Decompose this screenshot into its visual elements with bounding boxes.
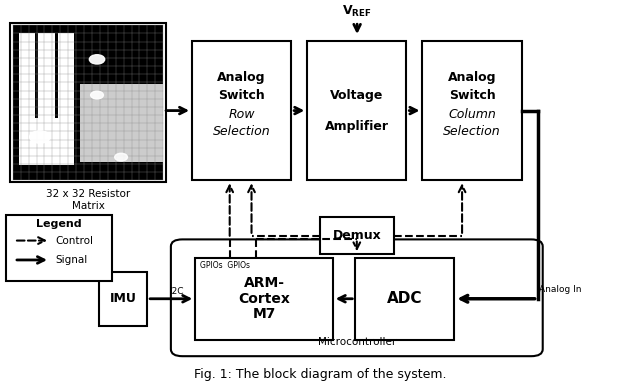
Text: I2C: I2C xyxy=(169,287,183,296)
Circle shape xyxy=(90,55,105,64)
Circle shape xyxy=(91,91,104,99)
Text: $\mathbf{V_{REF}}$: $\mathbf{V_{REF}}$ xyxy=(342,4,372,19)
Bar xyxy=(19,118,74,165)
Text: M7: M7 xyxy=(252,307,276,321)
Text: ARM-: ARM- xyxy=(243,276,285,290)
Text: Amplifier: Amplifier xyxy=(325,120,389,133)
Text: Selection: Selection xyxy=(443,125,501,139)
Bar xyxy=(13,25,163,180)
Bar xyxy=(99,272,147,326)
Text: Legend: Legend xyxy=(36,219,82,229)
Bar xyxy=(19,33,35,126)
Bar xyxy=(38,33,55,126)
Text: Row: Row xyxy=(228,108,255,121)
Text: Demux: Demux xyxy=(332,229,381,242)
Bar xyxy=(10,23,166,182)
Bar xyxy=(58,33,74,126)
Text: Control: Control xyxy=(55,236,93,246)
Bar xyxy=(320,217,394,254)
Text: Matrix: Matrix xyxy=(72,201,104,211)
Circle shape xyxy=(115,153,127,161)
Text: Cortex: Cortex xyxy=(238,292,290,306)
Text: Analog In: Analog In xyxy=(539,284,581,294)
Bar xyxy=(307,41,406,180)
Bar xyxy=(81,72,163,84)
Text: Analog: Analog xyxy=(448,71,496,84)
Bar xyxy=(195,258,333,340)
Text: 32 x 32 Resistor: 32 x 32 Resistor xyxy=(46,189,130,199)
Bar xyxy=(422,41,522,180)
Bar xyxy=(6,215,112,281)
Text: Voltage: Voltage xyxy=(330,88,383,102)
Text: Microcontroller: Microcontroller xyxy=(317,337,396,347)
Bar xyxy=(81,84,163,180)
FancyBboxPatch shape xyxy=(171,239,543,356)
Text: GPIOs  GPIOs: GPIOs GPIOs xyxy=(200,261,250,270)
Text: Analog: Analog xyxy=(218,71,266,84)
Text: Signal: Signal xyxy=(55,255,87,265)
Text: Switch: Switch xyxy=(218,88,265,102)
Text: Fig. 1: The block diagram of the system.: Fig. 1: The block diagram of the system. xyxy=(194,368,446,381)
Bar xyxy=(355,258,454,340)
Text: IMU: IMU xyxy=(110,292,136,305)
Circle shape xyxy=(29,131,50,143)
Bar xyxy=(81,162,163,180)
Text: Column: Column xyxy=(448,108,496,121)
Text: Switch: Switch xyxy=(449,88,495,102)
Text: Selection: Selection xyxy=(212,125,271,139)
Bar xyxy=(192,41,291,180)
Text: ADC: ADC xyxy=(387,291,422,306)
